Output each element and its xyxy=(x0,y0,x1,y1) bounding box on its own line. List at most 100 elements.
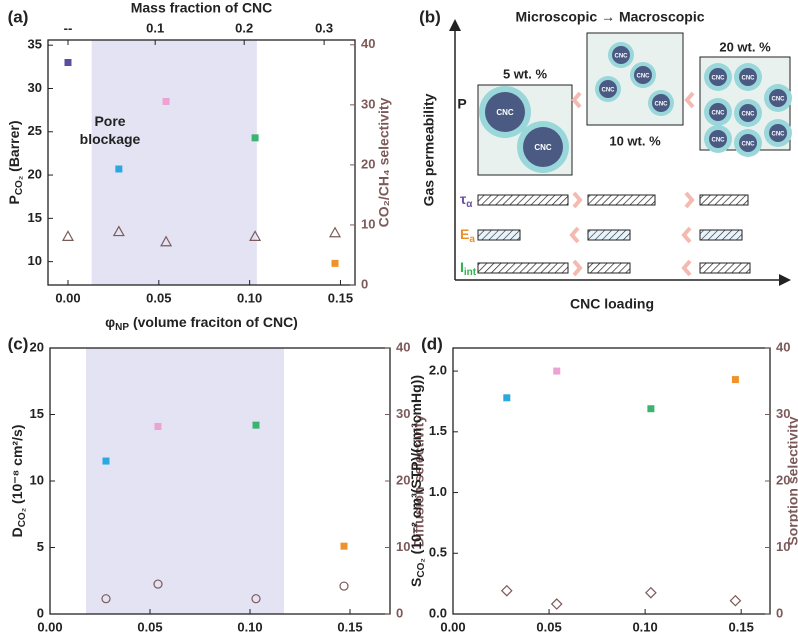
point xyxy=(252,421,260,429)
particle-label: CNC xyxy=(602,88,616,94)
x-tick-label: 0.00 xyxy=(55,290,80,305)
y2-tick-label: 40 xyxy=(396,339,410,354)
trend-bar xyxy=(477,262,569,274)
annotation-line: blockage xyxy=(80,131,141,147)
y2-tick-label: 30 xyxy=(776,406,790,421)
point xyxy=(731,376,739,384)
y2-tick-label: 10 xyxy=(776,539,790,554)
y-tick-label: 15 xyxy=(28,210,42,225)
particle-label: CNC xyxy=(772,132,786,138)
point xyxy=(550,598,563,610)
y-axis-title-rest: (10⁻⁸ cm²/s) xyxy=(9,425,25,508)
point xyxy=(331,259,339,267)
trend-bar xyxy=(699,194,749,206)
y-axis-title-rest: (10⁻² cm³(STP)/(cm³cmHg)) xyxy=(408,375,424,558)
particle xyxy=(485,92,525,132)
point xyxy=(249,230,262,241)
x2-tick-label: 0.1 xyxy=(146,20,164,35)
particle-label: CNC xyxy=(742,76,756,82)
y-axis-title: DCO₂ (10⁻⁸ cm²/s) xyxy=(9,425,28,538)
plot-frame xyxy=(47,39,356,286)
point xyxy=(553,367,561,375)
y2-tick-label: 30 xyxy=(396,406,410,421)
chevron xyxy=(571,91,582,109)
y-tick-label: 25 xyxy=(28,123,42,138)
x-tick-label: 0.00 xyxy=(37,619,62,634)
trend-bar xyxy=(587,262,631,274)
x-tick-label: 0.05 xyxy=(536,619,561,634)
particle xyxy=(709,103,727,121)
point xyxy=(251,134,259,142)
particle-label: CNC xyxy=(712,138,726,144)
particle xyxy=(709,130,727,148)
y2-tick-label: 0 xyxy=(776,605,783,620)
y2-tick-label: 0 xyxy=(361,276,368,291)
box-label: 20 wt. % xyxy=(719,39,771,54)
trend-bar xyxy=(699,229,743,241)
x-tick-label: 0.15 xyxy=(337,619,362,634)
y-tick-label: 20 xyxy=(28,166,42,181)
plot-frame xyxy=(452,347,771,615)
y-tick-label: 15 xyxy=(30,406,44,421)
y2-tick-label: 0 xyxy=(396,605,403,620)
chevron xyxy=(572,259,583,277)
diagram-frame xyxy=(449,19,791,286)
shaded-region xyxy=(86,348,284,614)
point xyxy=(162,97,170,105)
y-tick-label: 5 xyxy=(37,539,44,554)
particle xyxy=(739,68,757,86)
particle-label: CNC xyxy=(742,112,756,118)
y2-tick-label: 20 xyxy=(361,156,375,171)
y-axis-title: Gas permeability xyxy=(421,93,437,206)
x-axis-title-text: φ xyxy=(105,314,115,330)
annotation: Pore blockage xyxy=(80,113,141,147)
y-tick-label: 1.5 xyxy=(429,423,447,438)
trend-bar xyxy=(477,229,521,241)
y-axis-title-text: P xyxy=(6,195,22,204)
chevron xyxy=(681,226,692,244)
particle-label: CNC xyxy=(742,142,756,148)
x-tick-label: 0.15 xyxy=(729,619,754,634)
x-tick-label: 0.10 xyxy=(237,619,262,634)
particle xyxy=(634,66,652,84)
y-tick-label: 0 xyxy=(37,605,44,620)
point xyxy=(101,594,111,604)
trend-bar xyxy=(587,229,631,241)
point xyxy=(153,579,163,589)
x-axis-title: CNC loading xyxy=(570,296,654,312)
y2-tick-label: 10 xyxy=(396,539,410,554)
point xyxy=(61,230,75,241)
row-sub: α xyxy=(466,199,473,210)
point xyxy=(729,594,742,607)
y-tick-label: 2.0 xyxy=(429,363,447,378)
row-symbol: τ xyxy=(460,191,467,207)
y-tick-label: 0.0 xyxy=(429,605,447,620)
x-tick-label: 0.10 xyxy=(237,290,262,305)
particle xyxy=(739,104,757,122)
particle xyxy=(769,124,787,142)
particle xyxy=(739,134,757,152)
row-label: τα xyxy=(460,191,473,210)
chevron xyxy=(684,191,695,209)
trend-bar xyxy=(587,194,656,206)
x-tick-label: 0.15 xyxy=(328,290,353,305)
x-axis-title-rest: (volume fraciton of CNC) xyxy=(129,314,298,330)
y2-tick-label: 40 xyxy=(361,36,375,51)
y-axis-title: PCO₂ (Barrer) xyxy=(6,120,25,204)
point xyxy=(339,581,349,591)
annotation-line: Pore xyxy=(94,113,125,129)
trend-bar xyxy=(477,194,569,206)
x2-tick-label: 0.2 xyxy=(235,20,253,35)
chevron xyxy=(684,91,695,109)
x-axis-title-sub: NP xyxy=(115,322,129,333)
particle xyxy=(769,89,787,107)
row-symbol: E xyxy=(460,226,469,242)
y-axis-title-rest: (Barrer) xyxy=(6,120,22,175)
particle xyxy=(612,46,630,64)
point xyxy=(102,457,110,465)
diagram-title: Microscopic → Macroscopic xyxy=(515,9,704,25)
panel-label: (b) xyxy=(419,7,441,26)
shaded-region xyxy=(91,40,257,285)
y-tick-label: 20 xyxy=(30,339,44,354)
